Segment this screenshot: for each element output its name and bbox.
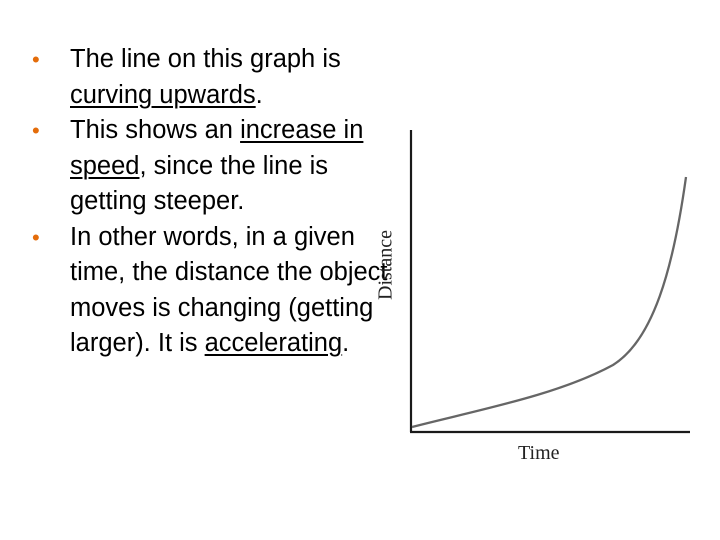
- bullet-text: .: [255, 80, 263, 109]
- bullet-text: , since the line is getting steeper.: [70, 151, 328, 216]
- bullet-text: The line on this graph is: [70, 45, 341, 73]
- bullet-text: In other words, in a given time, the dis…: [70, 222, 388, 358]
- bullet-list: • The line on this graph is curving upwar…: [22, 42, 402, 362]
- bullet-dot-icon: •: [32, 224, 40, 250]
- distance-time-graph: Distance Time: [368, 120, 708, 480]
- bullet-text: This shows an: [70, 116, 241, 144]
- underlined-phrase: accelerating: [204, 329, 343, 357]
- underlined-phrase: increase in speed: [70, 116, 364, 180]
- distance-curve: [411, 176, 688, 429]
- bullet-item: • In other words, in a given time, the di…: [22, 220, 402, 362]
- bullet-item: • The line on this graph is curving upwar…: [22, 42, 402, 113]
- bullet-text: .: [342, 329, 350, 357]
- underlined-phrase: curving upwards: [70, 80, 256, 109]
- x-axis-label: Time: [518, 442, 560, 464]
- bullet-dot-icon: •: [32, 118, 40, 143]
- bullet-dot-icon: •: [32, 47, 40, 72]
- bullet-item: • This shows an increase in speed, since …: [22, 113, 402, 220]
- graph-plot: [409, 130, 690, 434]
